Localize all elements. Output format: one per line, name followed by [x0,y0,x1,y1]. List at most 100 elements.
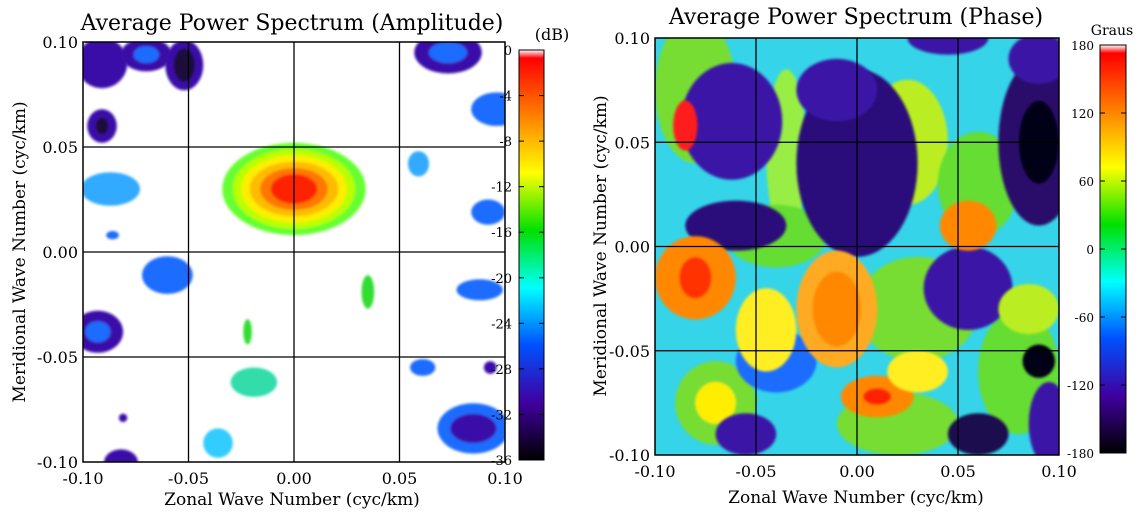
amp-contour-level [471,199,505,225]
amplitude-colorbar-ticks: 0 -4 -8 -12 -16 -20 -24 -28 -32 -36 [491,44,544,469]
amp-contour-level [243,319,252,345]
amplitude-plot-frame [82,41,506,463]
phase-contour-region [681,63,783,180]
phase-y-tick-label: 0.10 [614,29,650,48]
amp-contour-region [104,449,138,462]
phase-x-tick-label: -0.05 [735,462,776,481]
amp-y-tick-label: -0.10 [37,453,78,472]
phase-contour-level [1008,38,1059,84]
phase-colorbar-label: Graus [1091,23,1133,39]
phase-contour-region [998,284,1059,335]
amp-contour-level [173,48,195,82]
phase-contour-region [939,200,997,251]
amp-colorbar-tick-label: -8 [499,135,512,150]
amplitude-grid [83,42,505,462]
amp-contour-region [471,199,505,225]
phase-contour-region [715,413,777,455]
phase-y-axis-label: Meridional Wave Number (cyc/km) [591,95,611,396]
phase-contour-region [796,250,878,368]
phase-contour-region [887,350,948,393]
phase-contour-region [685,200,787,251]
phase-contour-region [907,38,989,55]
amplitude-y-axis-label: Meridional Wave Number (cyc/km) [10,101,30,402]
phase-contour-level [887,350,948,393]
amp-contour-region [118,413,128,423]
phase-x-ticks: -0.10 -0.05 0.00 0.05 0.10 [634,462,1076,481]
amp-colorbar-tick-label: -20 [491,272,512,287]
phase-contour-level [947,413,1009,455]
amplitude-x-axis-label: Zonal Wave Number (cyc/km) [164,490,420,510]
amplitude-x-ticks: -0.10 -0.05 0.00 0.05 0.10 [62,469,522,488]
phase-contour-level [998,284,1059,335]
amplitude-colorbar-gradient [518,49,545,461]
amplitude-contours [83,42,505,462]
amp-contour-level [133,46,159,63]
phase-contour-region [923,246,1013,330]
amp-contour-region [456,279,503,301]
phase-y-ticks: -0.10 -0.05 0.00 0.05 0.10 [609,29,650,465]
amp-y-tick-label: 0.10 [42,33,78,52]
phase-contour-level [812,271,862,347]
amplitude-panel: Average Power Spectrum (Amplitude) -0.10… [10,11,569,510]
amp-colorbar-tick-label: -12 [491,181,512,196]
amplitude-colorbar: (dB) 0 -4 -8 -12 -16 -20 -24 -28 -32 -36 [491,25,569,469]
phase-colorbar-ticks: 180 120 60 0 -60 -120 -180 [1067,39,1126,461]
phase-colorbar-tick-label: 120 [1071,107,1094,121]
phase-colorbar-tick-label: 180 [1071,39,1094,53]
phase-panel: Average Power Spectrum (Phase) -0.10 -0.0… [591,5,1133,508]
phase-y-tick-label: 0.00 [614,238,650,257]
amp-contour-region [243,319,252,345]
amp-contour-level [203,428,233,458]
phase-colorbar-tick-label: 60 [1079,175,1094,189]
phase-contour-level [685,200,787,251]
phase-contour-region [1022,344,1055,378]
amp-colorbar-tick-label: 0 [504,44,512,59]
phase-contour-level [1022,344,1055,378]
amp-contour-region [230,367,278,397]
amp-x-tick-label: 0.10 [487,469,523,488]
amplitude-plot-area [83,42,505,462]
amp-contour-level [361,275,375,309]
amp-y-tick-label: 0.00 [42,243,78,262]
amp-contour-level [118,413,128,423]
amp-colorbar-tick-label: -24 [491,317,512,332]
amp-contour-level [83,172,140,206]
amplitude-y-ticks: -0.10 -0.05 0.00 0.05 0.10 [37,33,78,472]
phase-y-tick-label: 0.05 [614,133,650,152]
phase-contour-level [939,200,997,251]
phase-plot-frame [654,37,1060,456]
phase-x-tick-label: 0.05 [940,462,976,481]
amp-y-tick-label: 0.05 [42,138,78,157]
phase-contour-region [1028,382,1059,455]
amp-colorbar-tick-label: -28 [491,363,512,378]
phase-contour-level [679,256,712,299]
phase-contour-region [673,100,698,151]
amp-colorbar-bar [518,49,545,461]
amplitude-title: Average Power Spectrum (Amplitude) [80,11,504,36]
phase-title: Average Power Spectrum (Phase) [668,5,1043,30]
amp-contour-region [83,42,128,89]
phase-contour-level [681,63,783,180]
phase-contour-level [863,388,892,405]
amp-contour-level [106,231,119,240]
phase-colorbar: Graus 180 120 60 0 -60 -120 -180 [1067,23,1133,461]
phase-contour-level [673,100,698,151]
phase-contour-region [796,58,878,122]
phase-plot-area [655,38,1059,455]
phase-x-axis-label: Zonal Wave Number (cyc/km) [728,488,984,508]
amp-contour-level [85,321,111,343]
amp-contour-level [83,42,128,89]
amp-x-tick-label: -0.05 [168,469,209,488]
amp-x-tick-label: 0.00 [276,469,312,488]
amp-contour-level [456,279,503,301]
amp-contour-region [361,275,375,309]
amp-contour-region [471,92,505,126]
amp-x-tick-label: 0.05 [382,469,418,488]
phase-colorbar-tick-label: 0 [1086,243,1094,257]
amp-contour-region [414,42,482,74]
phase-grid [655,38,1059,455]
amp-contour-region [106,231,119,240]
phase-y-tick-label: -0.10 [609,446,650,465]
phase-contour-level [796,58,878,122]
